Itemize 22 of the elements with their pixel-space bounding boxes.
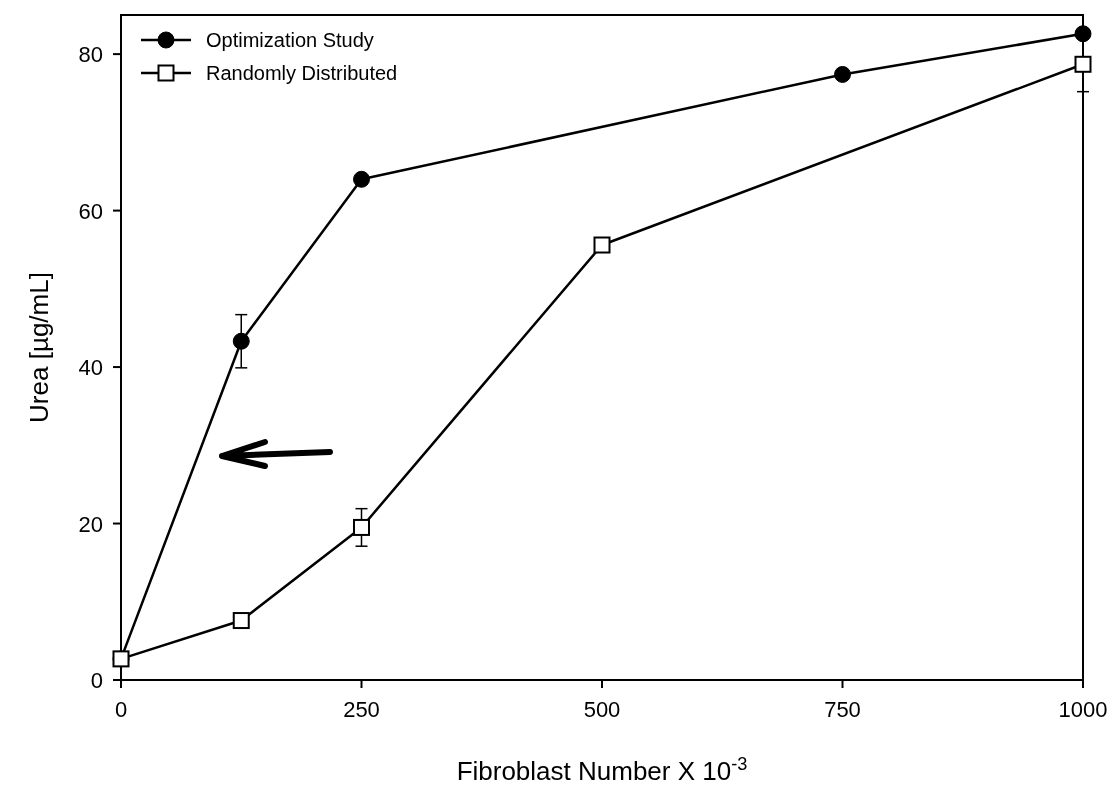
y-tick-label: 0 [90,668,103,693]
y-tick-label: 80 [78,42,103,68]
point [593,236,611,254]
x-tick-label: 750 [824,697,861,722]
point [353,518,370,536]
y-tick-label: 40 [78,355,103,381]
y-axis-title: Urea [µg/mL] [24,272,54,423]
x-tick-label: 0 [114,697,128,722]
y-tick-label: 20 [78,511,103,537]
x-tick-label: 250 [343,697,380,722]
point [232,332,250,350]
x-tick-label: 500 [583,697,621,722]
point [1074,55,1092,73]
legend-label: Randomly Distributed [206,62,398,84]
x-tick-label: 1000 [1058,697,1108,722]
point [232,612,250,630]
point [353,170,370,188]
point [1074,25,1092,43]
y-tick-label: 60 [78,198,103,224]
x-axis-title: Fibroblast Number X 10$^{-3}$ [456,754,748,786]
legend-label: Optimization Study [206,29,374,51]
point [834,65,851,83]
